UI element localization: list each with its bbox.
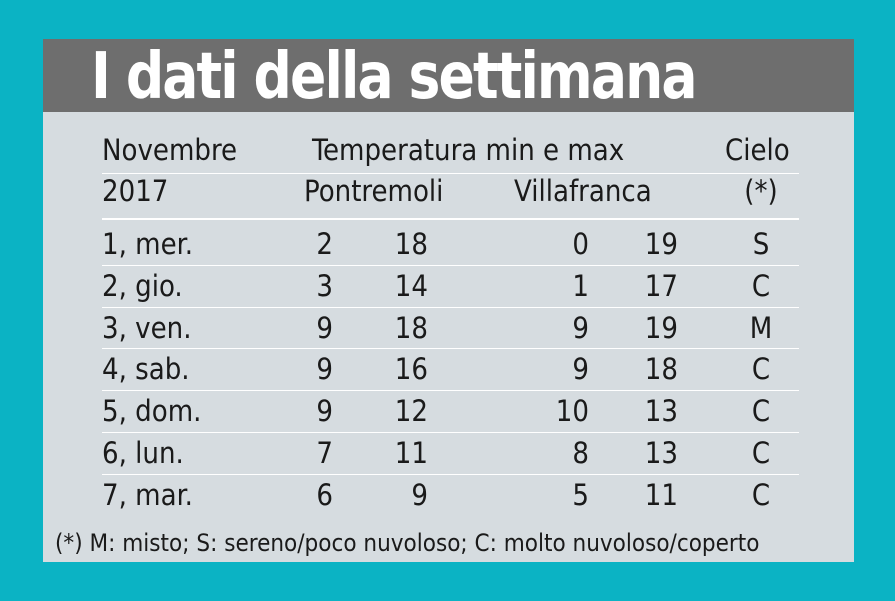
footnote: (*) M: misto; S: sereno/poco nuvoloso; C… [55,529,760,557]
row-divider [102,390,799,392]
header-villafranca: Villafranca [514,174,652,208]
cell-pontremoli-max: 14 [394,268,428,303]
header-pontremoli: Pontremoli [304,174,444,208]
row-divider [102,264,799,266]
row-divider [102,432,799,433]
cell-villafranca-min: 1 [572,268,589,303]
cell-villafranca-max: 18 [644,352,678,387]
cell-villafranca-max: 13 [644,436,678,470]
row-divider [102,473,799,475]
cell-sky: C [751,477,771,512]
title-bar: I dati della settimana [43,39,854,114]
cell-pontremoli-min: 7 [316,436,333,470]
cell-day: 5, dom. [102,394,202,429]
cell-villafranca-min: 9 [572,310,589,345]
page-title: I dati della settimana [91,40,698,114]
data-card: I dati della settimana Novembre Temperat… [43,39,854,562]
header-divider [102,173,799,174]
cell-sky: M [749,310,773,345]
cell-villafranca-min: 5 [572,477,589,512]
cell-villafranca-min: 9 [572,352,589,387]
row-divider [102,348,799,350]
cell-villafranca-max: 13 [644,394,678,429]
cell-day: 1, mer. [102,227,193,261]
cell-villafranca-max: 19 [644,227,678,261]
cell-pontremoli-max: 18 [394,227,428,261]
cell-pontremoli-max: 9 [411,477,428,512]
cell-pontremoli-max: 12 [394,394,428,429]
cell-day: 2, gio. [102,268,183,303]
cell-pontremoli-max: 11 [394,436,428,470]
cell-villafranca-min: 0 [572,227,589,261]
cell-day: 4, sab. [102,352,190,387]
header-sky-note: (*) [744,174,778,208]
cell-pontremoli-min: 9 [316,352,333,387]
cell-villafranca-min: 10 [555,394,589,429]
header-sky: Cielo [725,133,790,167]
cell-day: 7, mar. [102,477,193,512]
cell-pontremoli-min: 9 [316,310,333,345]
header-temperature: Temperatura min e max [312,133,625,167]
cell-pontremoli-min: 6 [316,477,333,512]
cell-villafranca-min: 8 [572,436,589,470]
header-month: Novembre [102,133,238,167]
header-year: 2017 [102,174,169,208]
cell-pontremoli-max: 16 [394,352,428,387]
cell-pontremoli-min: 9 [316,394,333,429]
cell-sky: C [751,352,771,387]
cell-pontremoli-min: 2 [316,227,333,261]
cell-pontremoli-max: 18 [394,310,428,345]
row-divider [102,306,799,308]
cell-pontremoli-min: 3 [316,268,333,303]
cell-day: 3, ven. [102,310,192,345]
cell-villafranca-max: 19 [644,310,678,345]
cell-villafranca-max: 11 [644,477,678,512]
cell-sky: C [751,268,771,303]
cell-sky: C [751,436,771,470]
header-divider-bottom [102,218,799,220]
cell-sky: S [752,227,770,261]
cell-sky: C [751,394,771,429]
cell-day: 6, lun. [102,436,184,470]
cell-villafranca-max: 17 [644,268,678,303]
